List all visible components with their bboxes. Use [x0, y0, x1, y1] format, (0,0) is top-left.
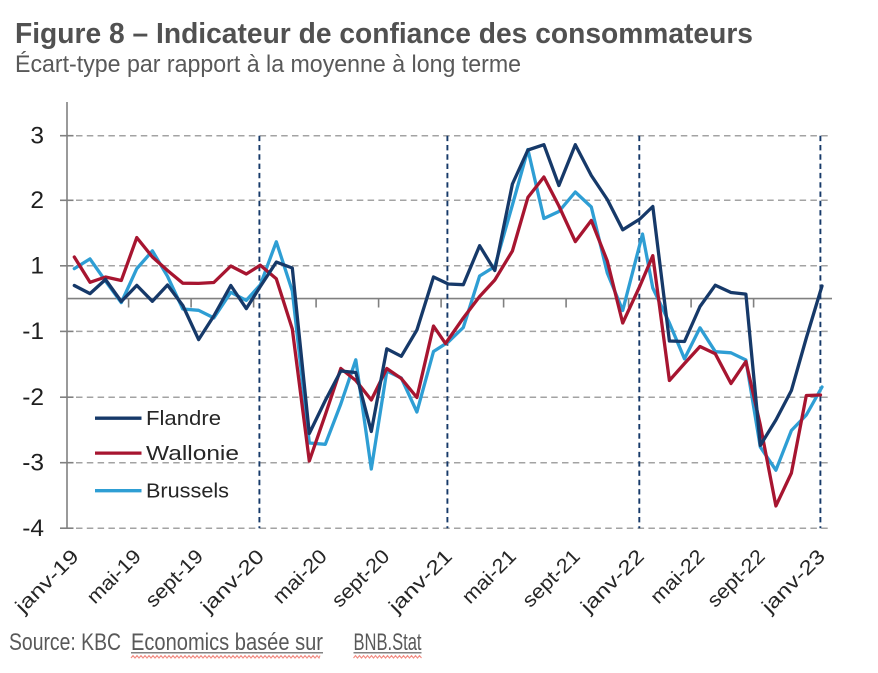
- svg-text:Flandre: Flandre: [146, 408, 221, 430]
- svg-text:Source: KBC: Source: KBC: [9, 629, 121, 656]
- svg-text:Wallonie: Wallonie: [146, 443, 239, 465]
- svg-text:Brussels: Brussels: [146, 481, 229, 503]
- svg-text:-4: -4: [22, 515, 44, 542]
- svg-text:3: 3: [30, 122, 44, 149]
- svg-text:-2: -2: [22, 384, 44, 411]
- svg-text:Economics basée sur: Economics basée sur: [131, 629, 323, 656]
- svg-text:2: 2: [30, 187, 44, 214]
- svg-text:-3: -3: [22, 449, 44, 476]
- svg-text:1: 1: [30, 252, 44, 279]
- svg-text:Écart-type par rapport à la mo: Écart-type par rapport à la moyenne à lo…: [15, 51, 521, 78]
- svg-text:Figure 8 – Indicateur de confi: Figure 8 – Indicateur de confiance des c…: [15, 18, 753, 50]
- svg-text:BNB.Stat: BNB.Stat: [354, 629, 422, 656]
- svg-text:-1: -1: [22, 318, 44, 345]
